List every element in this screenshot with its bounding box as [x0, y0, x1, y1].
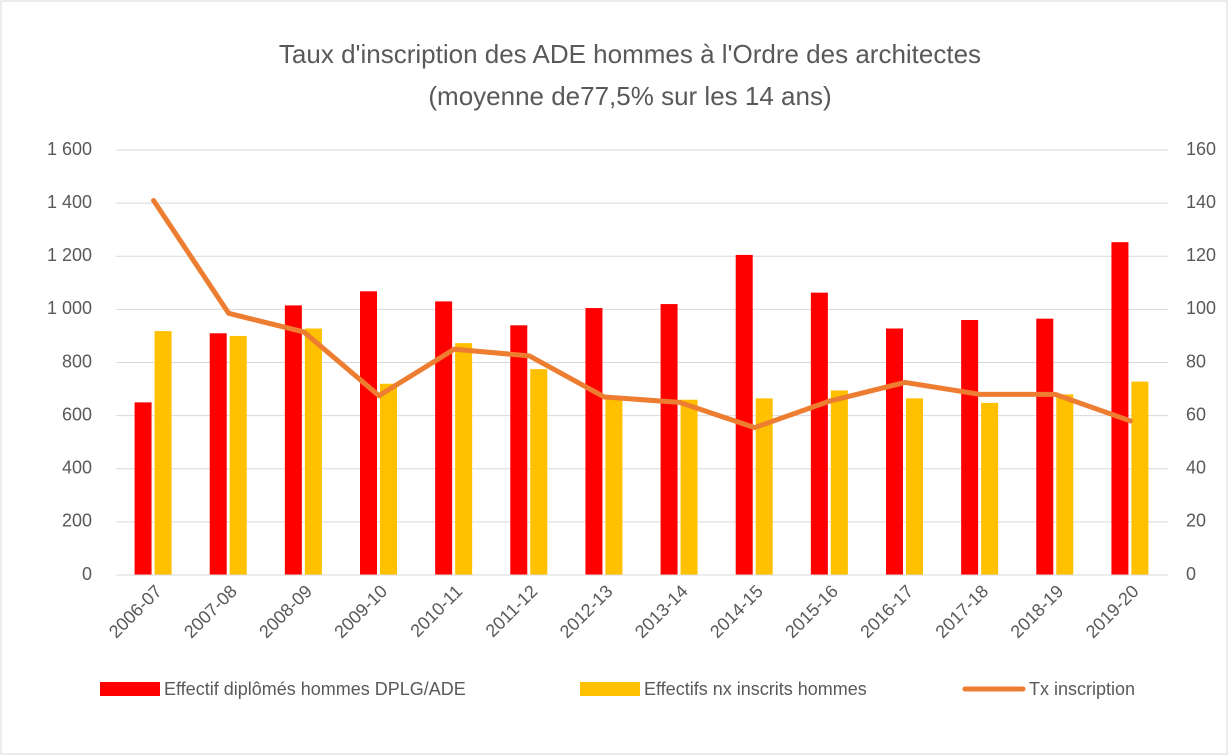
bar [360, 291, 377, 575]
bar [1036, 318, 1054, 575]
y-tick-label: 0 [82, 564, 92, 584]
bar [605, 398, 623, 575]
bar [735, 254, 753, 575]
bar [830, 390, 848, 575]
y-tick-label: 1 200 [47, 245, 92, 265]
legend-swatch [100, 682, 160, 696]
y2-tick-label: 100 [1186, 298, 1216, 318]
bar [530, 369, 548, 575]
y-tick-label: 1 400 [47, 192, 92, 212]
bar [134, 402, 152, 575]
y2-tick-label: 60 [1186, 404, 1206, 424]
bar [585, 308, 603, 575]
chart-title: Taux d'inscription des ADE hommes à l'Or… [279, 39, 981, 69]
bar [981, 402, 999, 575]
y2-tick-label: 80 [1186, 351, 1206, 371]
bar [510, 325, 528, 575]
bar [906, 398, 923, 575]
legend-label: Effectifs nx inscrits hommes [644, 679, 867, 699]
y-tick-label: 600 [62, 404, 92, 424]
bar [961, 320, 979, 575]
y-tick-label: 800 [62, 351, 92, 371]
y-tick-label: 1 000 [47, 298, 92, 318]
y2-tick-label: 40 [1186, 458, 1206, 478]
bar [755, 398, 773, 575]
legend-label: Effectif diplômés hommes DPLG/ADE [164, 679, 466, 699]
y2-tick-label: 140 [1186, 192, 1216, 212]
bar [284, 305, 302, 575]
bar [154, 331, 172, 575]
bar [435, 301, 453, 575]
bar [455, 343, 473, 575]
y2-tick-label: 20 [1186, 511, 1206, 531]
bar [1111, 242, 1129, 575]
bar [304, 328, 322, 575]
y-tick-label: 1 600 [47, 139, 92, 159]
y-tick-label: 400 [62, 458, 92, 478]
bar [1131, 381, 1149, 575]
bar [1056, 394, 1074, 575]
bar [680, 399, 698, 575]
chart-subtitle: (moyenne de77,5% sur les 14 ans) [428, 81, 831, 111]
bar [380, 383, 397, 575]
bar [810, 292, 828, 575]
legend-label: Tx inscription [1029, 679, 1135, 699]
y-tick-label: 200 [62, 511, 92, 531]
legend-swatch [580, 682, 640, 696]
y2-tick-label: 160 [1186, 139, 1216, 159]
y2-tick-label: 0 [1186, 564, 1196, 584]
bar [886, 328, 903, 575]
line [151, 197, 1133, 431]
bar [229, 335, 247, 575]
bar [209, 333, 227, 575]
y2-tick-label: 120 [1186, 245, 1216, 265]
bar [660, 304, 678, 575]
